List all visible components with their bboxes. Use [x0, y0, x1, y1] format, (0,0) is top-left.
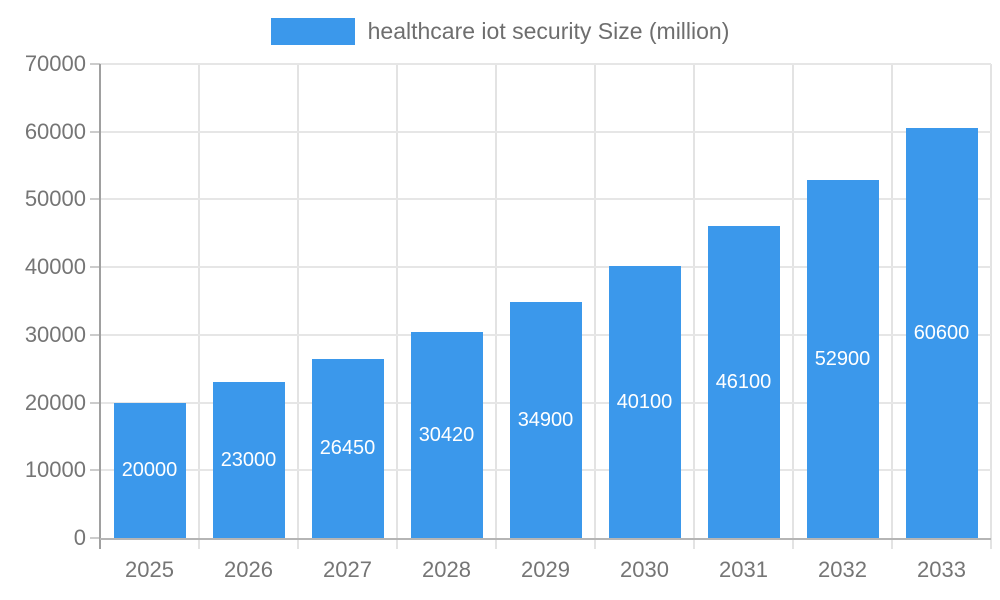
- y-axis-tick-label: 70000: [24, 51, 86, 76]
- bar[interactable]: [905, 127, 978, 538]
- x-axis-line: [100, 538, 991, 540]
- y-tick-mark: [90, 266, 100, 269]
- v-gridline: [594, 64, 596, 549]
- y-axis-tick-label: 40000: [24, 254, 86, 280]
- x-axis-tick-label: 2029: [521, 557, 570, 582]
- bar[interactable]: [113, 402, 186, 538]
- x-axis-tick-label: 2028: [422, 557, 471, 582]
- y-axis-tick-label: 10000: [24, 457, 86, 483]
- x-axis-tick-label: 2031: [719, 557, 768, 582]
- h-gridline: [100, 130, 991, 133]
- chart-legend[interactable]: healthcare iot security Size (million): [0, 14, 1000, 48]
- bar-value-label: 20000: [121, 459, 178, 482]
- y-axis-tick-label: 30000: [24, 321, 86, 347]
- y-axis-tick-label: 50000: [24, 186, 86, 212]
- bar-value-label: 40100: [616, 391, 673, 414]
- bar[interactable]: [410, 332, 483, 538]
- y-tick-mark: [90, 130, 100, 133]
- bar-value-label: 46100: [715, 370, 772, 393]
- bar-value-label: 23000: [220, 449, 277, 472]
- bar-value-label: 34900: [517, 408, 574, 431]
- legend-swatch: [270, 17, 355, 45]
- bar-value-label: 26450: [319, 437, 376, 460]
- v-gridline: [495, 64, 497, 549]
- y-axis-tick-label: 0: [73, 525, 86, 550]
- v-gridline: [198, 64, 200, 549]
- x-axis-tick-label: 2025: [125, 557, 174, 582]
- bar[interactable]: [311, 358, 384, 538]
- h-gridline: [100, 266, 991, 269]
- y-axis-tick-label: 60000: [24, 118, 86, 144]
- bar-value-label: 30420: [418, 424, 475, 446]
- v-gridline: [891, 64, 893, 549]
- v-gridline: [792, 64, 794, 549]
- bar[interactable]: [608, 266, 681, 538]
- bar[interactable]: [707, 225, 780, 538]
- v-gridline: [990, 64, 992, 549]
- y-tick-mark: [90, 537, 100, 539]
- x-axis-tick-label: 2033: [917, 557, 966, 582]
- x-axis-tick-label: 2030: [620, 557, 669, 582]
- x-axis-tick-label: 2032: [818, 557, 867, 582]
- legend-label: healthcare iot security Size (million): [367, 17, 730, 44]
- bar[interactable]: [509, 301, 582, 538]
- bar[interactable]: [212, 382, 285, 538]
- bar-value-label: 60600: [913, 321, 970, 344]
- y-tick-mark: [90, 63, 100, 65]
- y-axis-tick-label: 20000: [24, 389, 86, 415]
- bar[interactable]: [806, 179, 879, 538]
- v-gridline: [396, 64, 398, 549]
- y-tick-mark: [90, 401, 100, 404]
- v-gridline: [297, 64, 299, 549]
- x-axis-tick-label: 2027: [323, 557, 372, 582]
- y-tick-mark: [90, 469, 100, 472]
- y-tick-mark: [90, 333, 100, 336]
- v-gridline: [693, 64, 695, 549]
- y-tick-mark: [90, 198, 100, 201]
- x-axis-tick-label: 2026: [224, 557, 273, 582]
- h-gridline: [100, 198, 991, 201]
- bar-value-label: 52900: [814, 347, 871, 370]
- h-gridline: [100, 63, 991, 65]
- y-axis-line: [99, 64, 101, 549]
